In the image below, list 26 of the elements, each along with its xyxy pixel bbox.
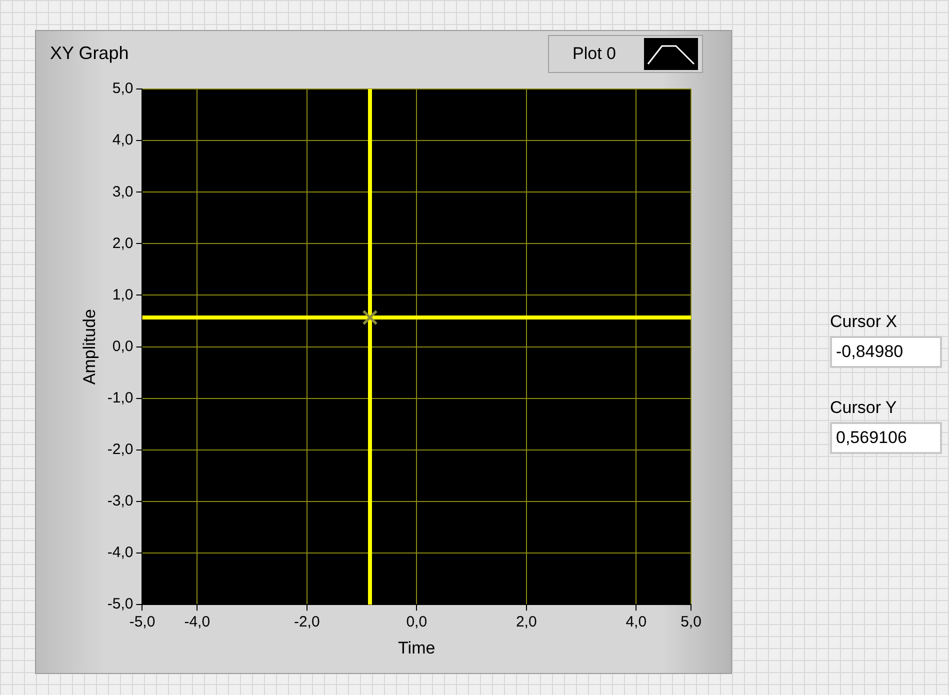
x-tick-label: -2,0: [294, 614, 320, 631]
y-tick-label: 1,0: [112, 286, 134, 304]
x-axis-title: Time: [398, 638, 436, 658]
x-tick-label: 4,0: [626, 614, 647, 631]
y-tick-label: 0,0: [112, 338, 134, 355]
x-tick-label: 0,0: [406, 614, 428, 631]
y-tick-label: 3,0: [112, 183, 134, 200]
text: -0,84980: [830, 336, 942, 368]
y-tick-label: -4,0: [107, 544, 134, 562]
legend-label: Plot 0: [572, 44, 617, 64]
x-tick-label: -4,0: [184, 614, 210, 631]
text: 0,569106: [830, 422, 942, 454]
y-tick-label: 4,0: [112, 132, 134, 149]
chart-title: XY Graph: [50, 43, 129, 64]
x-tick-label: 5,0: [680, 614, 702, 631]
y-axis-title: Amplitude: [80, 308, 99, 385]
x-tick-label: -5,0: [129, 614, 156, 631]
y-tick-label: -2,0: [107, 441, 134, 458]
text: Cursor X: [830, 312, 898, 332]
text: Cursor Y: [830, 398, 898, 418]
y-tick-label: -1,0: [107, 390, 134, 406]
y-tick-label: 2,0: [112, 234, 134, 252]
y-tick-label: -3,0: [107, 492, 134, 510]
x-tick-label: 2,0: [516, 614, 537, 631]
y-tick-label: 5,0: [112, 80, 134, 98]
y-tick-label: -5,0: [107, 596, 134, 613]
